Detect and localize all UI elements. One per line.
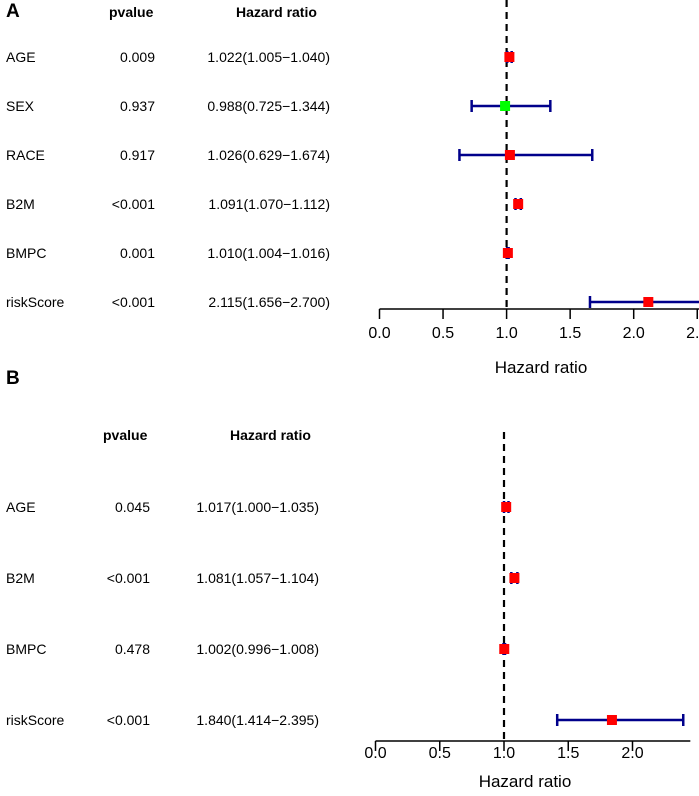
hazard-ratio-point	[502, 248, 513, 258]
row-label: riskScore	[6, 294, 65, 310]
plot-area: 0.0 0.5 1.0 1.5 2.0 2.5	[368, 0, 699, 342]
row-pvalue: 0.937	[120, 98, 155, 114]
row-label: B2M	[6, 570, 35, 586]
row-label: SEX	[6, 98, 35, 114]
hazard-ratio-point	[501, 502, 512, 512]
x-axis-tick-label: 1.0	[493, 745, 515, 762]
x-axis-tick-label: 2.0	[621, 745, 643, 762]
row-group: AGE 0.009 1.022(1.005−1.040) SEX 0.937 0.988(…	[6, 49, 330, 310]
row-hazard-ratio-text: 0.988(0.725−1.344)	[207, 98, 330, 114]
row-label: RACE	[6, 147, 45, 163]
row-pvalue: <0.001	[107, 712, 150, 728]
x-axis-label: Hazard ratio	[495, 358, 588, 377]
plot-area: 0.0 0.5 1.0 1.5 2.0	[364, 432, 691, 762]
row-hazard-ratio-text: 1.010(1.004−1.016)	[207, 245, 330, 261]
row-hazard-ratio-text: 1.017(1.000−1.035)	[196, 499, 319, 515]
panel-label: A	[6, 1, 20, 22]
x-axis-tick-label: 1.0	[495, 325, 517, 342]
row-label: riskScore	[6, 712, 65, 728]
hazard-ratio-column-header: Hazard ratio	[236, 4, 317, 20]
x-axis-label: Hazard ratio	[479, 772, 572, 791]
hazard-ratio-point	[606, 715, 617, 725]
hazard-ratio-point	[504, 150, 515, 160]
x-axis-tick-label: 0.5	[432, 325, 454, 342]
row-hazard-ratio-text: 1.022(1.005−1.040)	[207, 49, 330, 65]
forest-plot-panel-a: A pvalue Hazard ratio AGE 0.009 1.022(1.00…	[6, 0, 699, 377]
row-hazard-ratio-text: 1.840(1.414−2.395)	[196, 712, 319, 728]
pvalue-column-header: pvalue	[109, 4, 154, 20]
row-hazard-ratio-text: 2.115(1.656−2.700)	[208, 294, 330, 310]
hazard-ratio-column-header: Hazard ratio	[230, 427, 311, 443]
x-axis-tick-label: 1.5	[557, 745, 579, 762]
x-axis-tick-label: 2.0	[623, 325, 645, 342]
row-label: BMPC	[6, 245, 46, 261]
x-axis-tick-label: 0.5	[429, 745, 451, 762]
row-hazard-ratio-text: 1.026(0.629−1.674)	[207, 147, 330, 163]
forest-plot-panel-b: B pvalue Hazard ratio AGE 0.045 1.017(1.00…	[6, 368, 691, 791]
row-label: AGE	[6, 499, 36, 515]
row-pvalue: 0.009	[120, 49, 155, 65]
hazard-ratio-point	[500, 101, 511, 111]
row-label: B2M	[6, 196, 35, 212]
row-pvalue: 0.045	[115, 499, 150, 515]
row-hazard-ratio-text: 1.091(1.070−1.112)	[208, 196, 330, 212]
x-axis-tick-label: 2.5	[686, 325, 699, 342]
x-axis-tick-label: 0.0	[368, 325, 390, 342]
row-pvalue: <0.001	[112, 196, 155, 212]
row-pvalue: 0.478	[115, 641, 150, 657]
hazard-ratio-point	[499, 644, 510, 654]
hazard-ratio-point	[513, 199, 524, 209]
pvalue-column-header: pvalue	[103, 427, 148, 443]
row-label: BMPC	[6, 641, 46, 657]
hazard-ratio-point	[509, 573, 520, 583]
row-group: AGE 0.045 1.017(1.000−1.035) B2M <0.001 1.081…	[6, 499, 319, 728]
hazard-ratio-point	[643, 297, 654, 307]
row-hazard-ratio-text: 1.081(1.057−1.104)	[196, 570, 319, 586]
row-pvalue: 0.001	[120, 245, 155, 261]
x-axis-tick-label: 0.0	[364, 745, 386, 762]
panel-label: B	[6, 368, 20, 389]
x-axis-tick-label: 1.5	[559, 325, 581, 342]
row-pvalue: <0.001	[107, 570, 150, 586]
hazard-ratio-point	[504, 52, 515, 62]
row-pvalue: 0.917	[120, 147, 155, 163]
row-hazard-ratio-text: 1.002(0.996−1.008)	[196, 641, 319, 657]
row-label: AGE	[6, 49, 36, 65]
row-pvalue: <0.001	[112, 294, 155, 310]
